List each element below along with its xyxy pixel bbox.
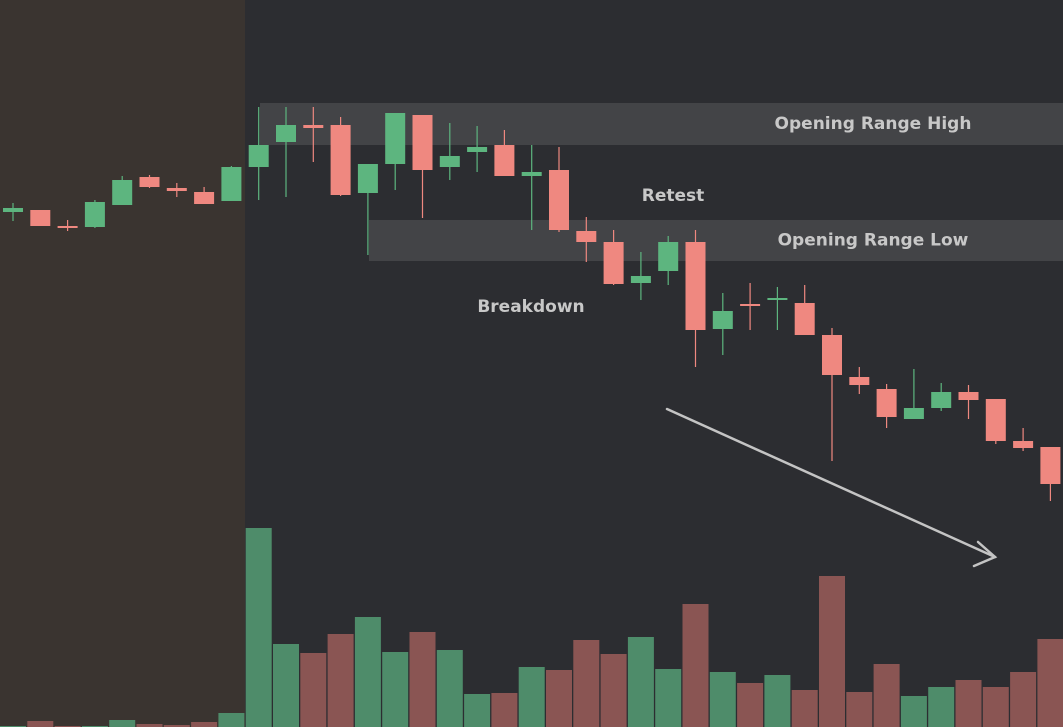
- volume-bar: [764, 675, 791, 727]
- candle-body: [576, 231, 597, 242]
- candle-body: [3, 208, 23, 212]
- candle-body: [630, 276, 651, 283]
- candle-body: [685, 242, 706, 330]
- candle-body: [494, 145, 515, 176]
- volume-bar: [846, 692, 873, 727]
- candle-body: [30, 210, 51, 226]
- volume-bar: [327, 634, 354, 727]
- candle-body: [276, 125, 296, 142]
- candle-body: [794, 303, 815, 335]
- candle-body: [303, 125, 324, 128]
- volume-bar: [982, 687, 1009, 727]
- annotation: Breakdown: [477, 297, 584, 317]
- volume-bar: [627, 637, 654, 727]
- candle-body: [467, 147, 488, 152]
- volume-bar: [464, 694, 491, 727]
- volume-bar: [163, 725, 190, 727]
- candle-body: [740, 304, 761, 306]
- volume-bar: [409, 632, 436, 727]
- volume-bar: [491, 693, 518, 727]
- range-zone: [369, 220, 1063, 261]
- candle-body: [1013, 441, 1034, 448]
- candle-body: [194, 192, 215, 204]
- volume-bar: [136, 724, 163, 727]
- candle-body: [1040, 447, 1061, 484]
- volume-bar: [273, 644, 299, 727]
- volume-bar: [354, 617, 381, 727]
- volume-bar: [737, 683, 764, 727]
- volume-bar: [218, 713, 245, 727]
- candle-body: [412, 115, 433, 170]
- candle-body: [712, 311, 733, 329]
- volume-bar: [382, 652, 409, 727]
- volume-bar: [573, 640, 600, 727]
- candle-body: [931, 392, 952, 408]
- volume-bar: [1010, 672, 1037, 727]
- volume-bar: [682, 604, 709, 727]
- candle-body: [903, 408, 924, 419]
- candle-body: [876, 389, 897, 417]
- candle-body: [603, 242, 624, 284]
- candle-body: [57, 226, 78, 228]
- volume-bar: [819, 576, 845, 727]
- volume-bar: [873, 664, 900, 727]
- candle-body: [139, 177, 160, 187]
- trend-arrow: [665, 407, 998, 568]
- annotation: Retest: [642, 186, 705, 206]
- zone-label: Opening Range Low: [778, 231, 969, 251]
- volume-bar: [655, 669, 682, 727]
- volume-bar: [600, 654, 627, 727]
- volume-bar: [436, 650, 463, 727]
- candle-body: [248, 145, 269, 167]
- premarket-shade: [0, 0, 245, 727]
- zone-label: Opening Range High: [775, 114, 972, 134]
- candle-body: [849, 377, 870, 385]
- volume-bar: [546, 670, 572, 727]
- volume-bar: [300, 653, 327, 727]
- candle-body: [385, 113, 406, 164]
- candle-body: [658, 242, 679, 271]
- volume-bar: [191, 722, 218, 727]
- volume-bar: [791, 690, 818, 727]
- volume-bar: [955, 680, 982, 727]
- volume-bar: [1037, 639, 1063, 727]
- candle-body: [767, 298, 788, 300]
- candle-body: [822, 335, 842, 375]
- volume-bar: [928, 687, 955, 727]
- candle-body: [221, 167, 242, 201]
- volume-bar: [709, 672, 736, 727]
- volume-bar: [27, 721, 54, 727]
- candle-body: [357, 164, 378, 193]
- candle-body: [330, 125, 351, 195]
- candle-body: [166, 188, 187, 191]
- volume-bar: [518, 667, 545, 727]
- volume-bar: [245, 528, 272, 727]
- candle-body: [84, 202, 105, 227]
- volume-bar: [109, 720, 136, 727]
- candle-body: [439, 156, 460, 167]
- candle-body: [521, 172, 542, 176]
- candle-body: [958, 392, 979, 400]
- volume-bar: [900, 696, 927, 727]
- candle-body: [985, 399, 1006, 441]
- candle-body: [549, 170, 569, 230]
- candle-body: [112, 180, 133, 205]
